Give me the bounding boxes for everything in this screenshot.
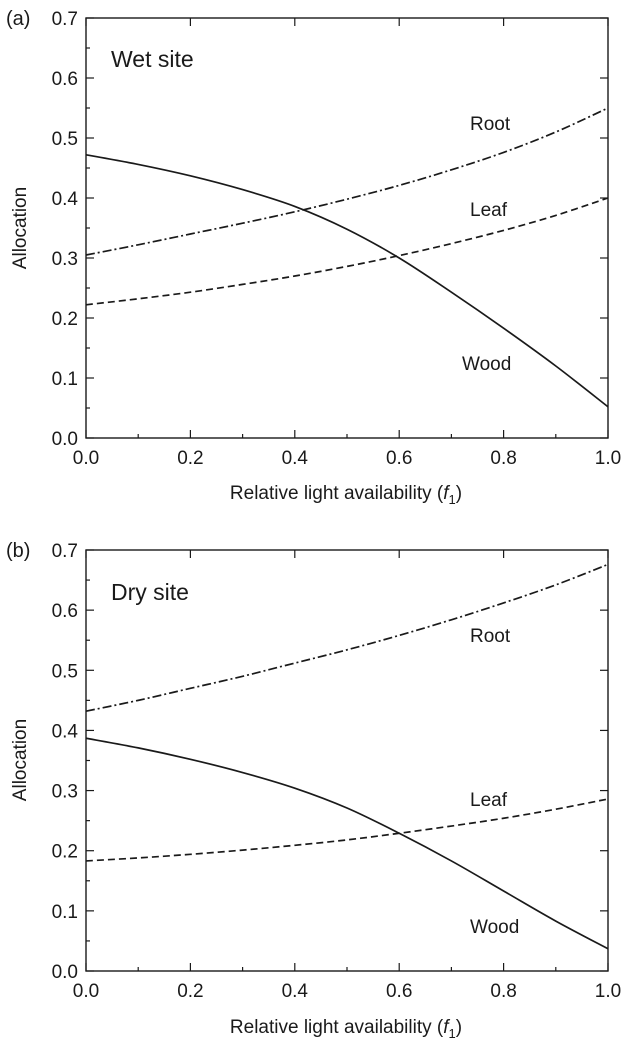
y-tick-label: 0.3 — [52, 782, 78, 803]
y-tick-label: 0.0 — [52, 429, 78, 450]
x-axis-label: Relative light availability (f1) — [230, 483, 462, 507]
x-axis-label: Relative light availability (f1) — [230, 1017, 462, 1041]
y-tick-label: 0.4 — [52, 721, 79, 742]
plot-frame — [85, 17, 609, 439]
series-line-root — [85, 107, 609, 256]
chart-panel-b: 0.0 0.2 0.4 0.6 0.8 1.0 0.0 0.1 0.2 0.3 0.4 0.5 0.6 0… — [6, 540, 621, 1041]
y-tick-label: 0.0 — [52, 962, 78, 983]
panel-label: (b) — [6, 540, 30, 562]
y-tick-label: 0.6 — [52, 69, 78, 90]
y-tick-label: 0.1 — [52, 369, 78, 390]
x-tick-label: 0.6 — [386, 448, 412, 469]
panel-title: Wet site — [111, 46, 194, 72]
y-tick-label: 0.4 — [52, 189, 79, 210]
x-tick-label: 1.0 — [595, 448, 621, 469]
x-tick-label: 0.2 — [177, 448, 203, 469]
y-axis-label: Allocation — [10, 719, 31, 801]
y-tick-label: 0.2 — [52, 309, 78, 330]
panel-title: Dry site — [111, 579, 189, 605]
series-label-wood: Wood — [462, 354, 511, 375]
series-label-wood: Wood — [470, 917, 519, 938]
series-line-root — [85, 563, 609, 713]
series-label-root: Root — [470, 626, 511, 647]
x-tick-label: 0.4 — [282, 448, 309, 469]
x-tick-label: 0.0 — [73, 981, 99, 1002]
y-tick-label: 0.2 — [52, 842, 78, 863]
series-label-leaf: Leaf — [470, 200, 508, 221]
series-line-wood — [85, 153, 609, 408]
series-line-leaf — [85, 798, 609, 862]
x-tick-label: 0.2 — [177, 981, 203, 1002]
y-tick-label: 0.1 — [52, 902, 78, 923]
x-tick-label: 0.0 — [73, 448, 99, 469]
y-tick-label: 0.3 — [52, 249, 78, 270]
x-tick-label: 0.8 — [490, 981, 516, 1002]
series-line-leaf — [85, 197, 609, 306]
x-tick-label: 0.4 — [282, 981, 309, 1002]
y-tick-label: 0.7 — [52, 9, 78, 30]
x-tick-label: 1.0 — [595, 981, 621, 1002]
y-tick-label: 0.5 — [52, 661, 78, 682]
chart-panel-a: 0.0 0.2 0.4 0.6 0.8 1.0 0.0 0.1 0.2 0.3 0.4 0.5 0.6 0… — [6, 8, 621, 507]
x-tick-label: 0.6 — [386, 981, 412, 1002]
y-axis-label: Allocation — [10, 187, 31, 269]
series-label-leaf: Leaf — [470, 790, 508, 811]
plot-frame — [85, 549, 609, 972]
y-tick-label: 0.5 — [52, 129, 78, 150]
y-tick-label: 0.6 — [52, 601, 78, 622]
x-tick-label: 0.8 — [490, 448, 516, 469]
series-label-root: Root — [470, 114, 511, 135]
series-line-wood — [85, 737, 609, 950]
y-tick-label: 0.7 — [52, 541, 78, 562]
panel-label: (a) — [6, 8, 30, 30]
